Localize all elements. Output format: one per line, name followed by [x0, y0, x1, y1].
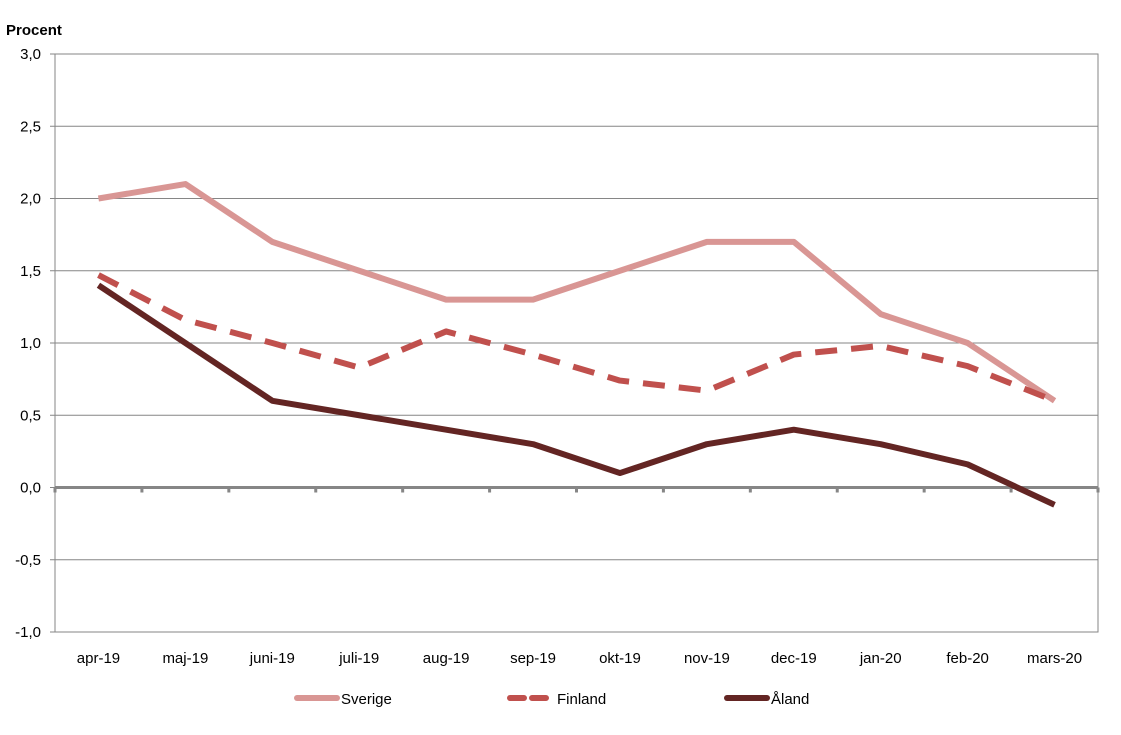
y-axis-label: Procent [6, 22, 62, 39]
x-tick-label: maj-19 [162, 650, 208, 667]
x-tick-label: jan-20 [859, 650, 902, 667]
x-tick-label: nov-19 [684, 650, 730, 667]
y-tick-label: 2,5 [20, 118, 41, 135]
x-tick-label: juni-19 [249, 650, 295, 667]
legend-label: Åland [771, 691, 809, 708]
y-tick-label: 2,0 [20, 191, 41, 208]
y-tick-label: 0,0 [20, 480, 41, 497]
x-tick-label: mars-20 [1027, 650, 1082, 667]
y-tick-label: 3,0 [20, 46, 41, 63]
x-tick-label: okt-19 [599, 650, 641, 667]
y-tick-label: 0,5 [20, 407, 41, 424]
series-line-åland [98, 285, 1054, 505]
x-tick-label: aug-19 [423, 650, 470, 667]
y-tick-label: 1,0 [20, 335, 41, 352]
y-tick-label: -0,5 [15, 552, 41, 569]
x-tick-label: apr-19 [77, 650, 120, 667]
y-tick-label: -1,0 [15, 624, 41, 641]
x-tick-label: feb-20 [946, 650, 989, 667]
legend-label: Sverige [341, 691, 392, 708]
x-tick-label: dec-19 [771, 650, 817, 667]
x-tick-label: juli-19 [338, 650, 379, 667]
x-tick-label: sep-19 [510, 650, 556, 667]
y-tick-label: 1,5 [20, 263, 41, 280]
legend-label: Finland [557, 691, 606, 708]
